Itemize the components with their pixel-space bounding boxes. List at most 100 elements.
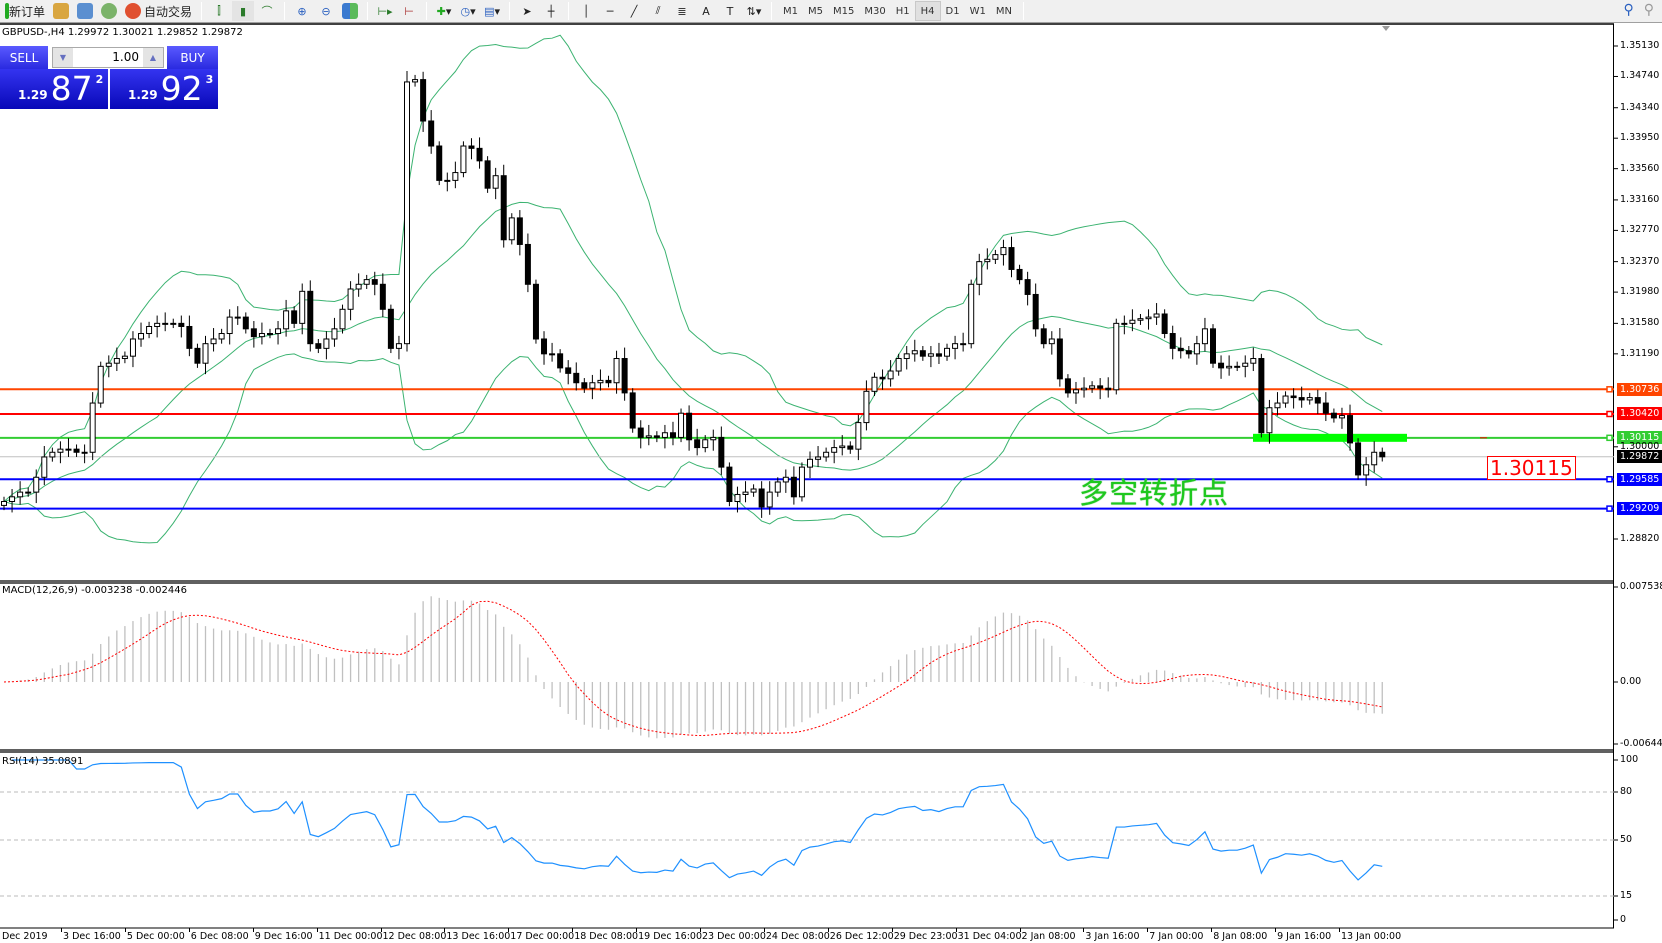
periods-button[interactable]: ◷ ▾ (460, 4, 476, 18)
candle-body (855, 422, 862, 450)
timeframe-h4[interactable]: H4 (914, 1, 941, 21)
separator (284, 2, 286, 20)
separator (509, 2, 511, 20)
auto-trading-button[interactable]: 自动交易 (122, 1, 195, 21)
timeframe-w1[interactable]: W1 (969, 5, 986, 17)
navigator-button[interactable] (74, 1, 96, 21)
sell-button[interactable]: SELL (0, 46, 48, 69)
candle-body (258, 333, 265, 338)
search-icon[interactable]: ⚲ (1623, 2, 1634, 18)
community-icon[interactable]: ⚲ (1643, 2, 1654, 18)
timeframe-m30[interactable]: M30 (864, 5, 886, 17)
candle-body (516, 217, 523, 245)
signals-button[interactable] (98, 1, 120, 21)
market-watch-button[interactable] (50, 1, 72, 21)
candle-body (1016, 268, 1023, 281)
candle-body (250, 328, 257, 338)
equidistant-channel-button[interactable]: ⫽ (647, 1, 669, 21)
time-axis-label: 13 Dec 16:00 (446, 931, 511, 942)
candle-body (1322, 402, 1329, 414)
sell-price[interactable]: 1.29 87 2 (0, 69, 108, 109)
line-handle (1606, 475, 1613, 483)
candle-body (968, 283, 975, 345)
candles (1, 71, 1386, 518)
candle-body (581, 382, 588, 389)
time-tick (955, 928, 957, 932)
timeframe-m15[interactable]: M15 (833, 5, 855, 17)
candle-body (879, 376, 886, 380)
timeframe-m5[interactable]: M5 (808, 5, 824, 17)
candle-body (1338, 415, 1345, 419)
time-axis-label: 19 Dec 16:00 (638, 931, 702, 942)
cursor-button[interactable]: ➤ (516, 1, 538, 21)
zoom-in-icon: ⊕ (297, 4, 307, 18)
candle-body (371, 279, 378, 285)
separator (201, 2, 203, 20)
candlestick-button[interactable]: ▮ (232, 1, 255, 21)
candle-body (1129, 319, 1136, 324)
arrows-icon: ⇅ (746, 4, 756, 18)
arrows-button[interactable]: ⇅ ▾ (746, 4, 762, 18)
line-chart-button[interactable]: ⌒ (256, 1, 278, 21)
candle-body (266, 333, 273, 336)
buy-price[interactable]: 1.29 92 3 (110, 69, 218, 109)
text-button[interactable]: A (695, 1, 717, 21)
equidistant-channel-icon: ⫽ (655, 4, 661, 17)
timeframe-bar: M1 M5 M15 M30 H1 H4 D1 W1 MN (778, 1, 1017, 21)
timeframe-mn[interactable]: MN (995, 5, 1012, 17)
rsi-axis-label: 100 (1620, 754, 1639, 765)
indicators-button[interactable]: ✚ ▾ (436, 4, 452, 18)
candle-body (476, 147, 483, 162)
timeframe-h1[interactable]: H1 (895, 5, 910, 17)
zoom-in-button[interactable]: ⊕ (291, 1, 313, 21)
auto-scroll-button[interactable]: ⊢▸ (374, 1, 396, 21)
vertical-line-button[interactable]: │ (575, 1, 597, 21)
lot-size-stepper[interactable]: ▼ 1.00 ▲ (52, 47, 164, 68)
bar-chart-button[interactable]: ⫿ (208, 1, 230, 21)
candle-body (960, 343, 967, 346)
time-tick (1083, 928, 1085, 932)
tile-windows-button[interactable] (339, 1, 361, 21)
templates-button[interactable]: ▤ ▾ (484, 4, 500, 18)
price-axis-label: 1.34740 (1620, 70, 1660, 82)
text-label-button[interactable]: T (719, 1, 741, 21)
candle-body (275, 328, 282, 335)
candle-body (1282, 395, 1289, 404)
time-tick (380, 928, 382, 932)
new-order-button[interactable]: 新订单 (2, 1, 48, 21)
candle-body (742, 491, 749, 495)
lot-decrease-button[interactable]: ▼ (53, 48, 73, 67)
candle-body (532, 283, 539, 340)
timeframe-m1[interactable]: M1 (783, 5, 799, 17)
time-tick (827, 928, 829, 932)
candle-body (1, 500, 7, 506)
candlestick-icon: ▮ (240, 4, 247, 18)
candle-body (436, 145, 443, 181)
lot-size-input[interactable]: 1.00 (112, 50, 139, 64)
candle-body (605, 379, 612, 384)
zoom-out-button[interactable]: ⊖ (315, 1, 337, 21)
chart-shift-button[interactable]: ⊢ (398, 1, 420, 21)
timeframe-d1[interactable]: D1 (945, 5, 960, 17)
candle-body (911, 350, 918, 355)
candle-body (1008, 247, 1015, 270)
fibonacci-button[interactable]: ≣ (671, 1, 693, 21)
time-tick (1019, 928, 1021, 932)
candle-body (839, 445, 846, 449)
crosshair-button[interactable]: ┼ (540, 1, 562, 21)
fibonacci-icon: ≣ (677, 4, 687, 18)
candle-body (557, 353, 564, 369)
candle-body (49, 451, 56, 458)
price-axis-label: 1.33160 (1620, 193, 1660, 205)
trendline-button[interactable]: ╱ (623, 1, 645, 21)
lot-increase-button[interactable]: ▲ (143, 48, 163, 67)
candle-body (1161, 313, 1168, 335)
candle-body (774, 481, 781, 493)
buy-button[interactable]: BUY (167, 46, 218, 69)
pivot-price-label[interactable]: 1.30115 (1487, 456, 1576, 480)
candle-body (798, 466, 805, 498)
horizontal-line-button[interactable]: ─ (599, 1, 621, 21)
candle-body (347, 288, 354, 310)
chart-window[interactable] (0, 24, 1614, 928)
